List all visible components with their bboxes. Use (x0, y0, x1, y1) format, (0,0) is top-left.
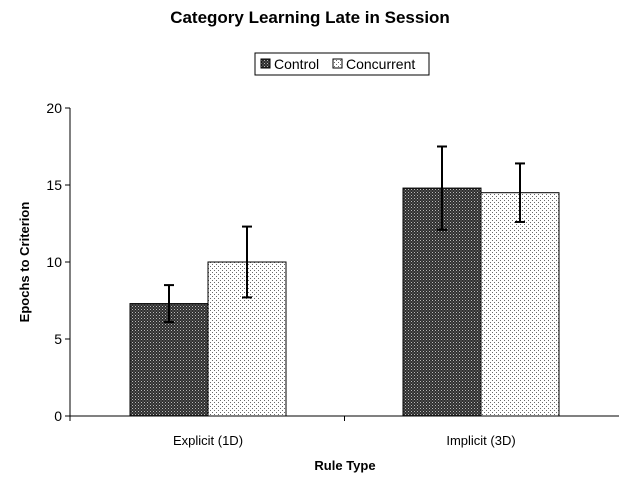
x-category-label: Explicit (1D) (173, 433, 243, 448)
y-tick-label: 20 (46, 100, 62, 116)
y-tick-label: 15 (46, 177, 62, 193)
legend-label-concurrent: Concurrent (346, 56, 415, 72)
legend-swatch-control (261, 59, 270, 68)
legend-label-control: Control (274, 56, 319, 72)
legend: Control Concurrent (255, 53, 429, 75)
legend-swatch-concurrent (333, 59, 342, 68)
bar-concurrent (481, 193, 559, 416)
x-categories: Explicit (1D) Implicit (3D) (70, 416, 619, 448)
y-tick-label: 10 (46, 254, 62, 270)
y-tick-label: 5 (54, 331, 62, 347)
x-category-label: Implicit (3D) (446, 433, 515, 448)
y-tick-label: 0 (54, 408, 62, 424)
bars-layer (130, 188, 559, 416)
y-ticks: 0 5 10 15 20 (46, 100, 70, 424)
chart-title: Category Learning Late in Session (170, 8, 450, 27)
y-axis-title: Epochs to Criterion (17, 202, 32, 323)
x-axis-title: Rule Type (314, 458, 375, 473)
